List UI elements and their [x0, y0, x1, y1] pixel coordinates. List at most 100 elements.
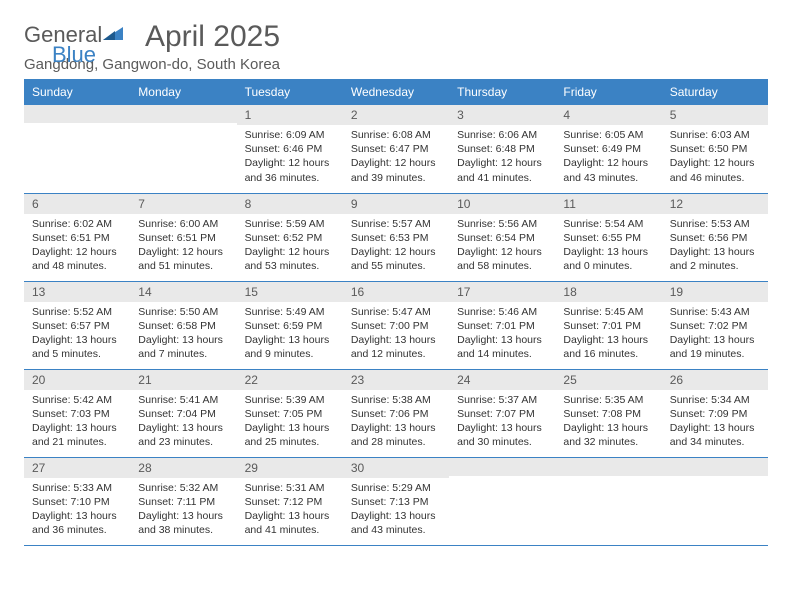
- day-content: Sunrise: 5:41 AMSunset: 7:04 PMDaylight:…: [130, 390, 236, 456]
- day-number: [24, 105, 130, 123]
- daylight-text: Daylight: 12 hours and 39 minutes.: [351, 156, 441, 184]
- calendar-day-cell: 21Sunrise: 5:41 AMSunset: 7:04 PMDayligh…: [130, 369, 236, 457]
- calendar-day-cell: 15Sunrise: 5:49 AMSunset: 6:59 PMDayligh…: [237, 281, 343, 369]
- daylight-text: Daylight: 12 hours and 58 minutes.: [457, 245, 547, 273]
- sunset-text: Sunset: 6:51 PM: [32, 231, 122, 245]
- day-content: Sunrise: 5:49 AMSunset: 6:59 PMDaylight:…: [237, 302, 343, 368]
- day-number: 15: [237, 282, 343, 302]
- day-content: Sunrise: 5:33 AMSunset: 7:10 PMDaylight:…: [24, 478, 130, 544]
- day-content: Sunrise: 6:08 AMSunset: 6:47 PMDaylight:…: [343, 125, 449, 191]
- daylight-text: Daylight: 12 hours and 43 minutes.: [563, 156, 653, 184]
- day-number: [662, 458, 768, 476]
- calendar-week-row: 6Sunrise: 6:02 AMSunset: 6:51 PMDaylight…: [24, 193, 768, 281]
- sunset-text: Sunset: 6:48 PM: [457, 142, 547, 156]
- daylight-text: Daylight: 13 hours and 28 minutes.: [351, 421, 441, 449]
- sunrise-text: Sunrise: 6:05 AM: [563, 128, 653, 142]
- sunset-text: Sunset: 7:12 PM: [245, 495, 335, 509]
- calendar-day-cell: [662, 457, 768, 545]
- calendar-day-cell: 9Sunrise: 5:57 AMSunset: 6:53 PMDaylight…: [343, 193, 449, 281]
- daylight-text: Daylight: 13 hours and 12 minutes.: [351, 333, 441, 361]
- calendar-day-cell: 19Sunrise: 5:43 AMSunset: 7:02 PMDayligh…: [662, 281, 768, 369]
- sunrise-text: Sunrise: 6:03 AM: [670, 128, 760, 142]
- daylight-text: Daylight: 13 hours and 36 minutes.: [32, 509, 122, 537]
- sunset-text: Sunset: 6:53 PM: [351, 231, 441, 245]
- daylight-text: Daylight: 13 hours and 32 minutes.: [563, 421, 653, 449]
- daylight-text: Daylight: 13 hours and 23 minutes.: [138, 421, 228, 449]
- calendar-day-cell: 10Sunrise: 5:56 AMSunset: 6:54 PMDayligh…: [449, 193, 555, 281]
- sunset-text: Sunset: 6:51 PM: [138, 231, 228, 245]
- calendar-day-cell: 4 Sunrise: 6:05 AMSunset: 6:49 PMDaylight…: [555, 105, 661, 193]
- sunrise-text: Sunrise: 5:50 AM: [138, 305, 228, 319]
- logo-text-blue: Blue: [52, 42, 123, 68]
- day-content: [24, 123, 130, 132]
- daylight-text: Daylight: 12 hours and 55 minutes.: [351, 245, 441, 273]
- sunrise-text: Sunrise: 5:33 AM: [32, 481, 122, 495]
- day-content: Sunrise: 5:52 AMSunset: 6:57 PMDaylight:…: [24, 302, 130, 368]
- daylight-text: Daylight: 13 hours and 21 minutes.: [32, 421, 122, 449]
- day-number: 16: [343, 282, 449, 302]
- day-number: 24: [449, 370, 555, 390]
- calendar-day-cell: 24Sunrise: 5:37 AMSunset: 7:07 PMDayligh…: [449, 369, 555, 457]
- day-content: Sunrise: 5:35 AMSunset: 7:08 PMDaylight:…: [555, 390, 661, 456]
- day-header: Wednesday: [343, 79, 449, 105]
- sunset-text: Sunset: 7:07 PM: [457, 407, 547, 421]
- day-number: 19: [662, 282, 768, 302]
- day-number: 13: [24, 282, 130, 302]
- day-number: 18: [555, 282, 661, 302]
- sunset-text: Sunset: 6:57 PM: [32, 319, 122, 333]
- calendar-day-cell: 2Sunrise: 6:08 AMSunset: 6:47 PMDaylight…: [343, 105, 449, 193]
- sunrise-text: Sunrise: 5:39 AM: [245, 393, 335, 407]
- day-content: Sunrise: 6:09 AMSunset: 6:46 PMDaylight:…: [237, 125, 343, 191]
- calendar-table: Sunday Monday Tuesday Wednesday Thursday…: [24, 79, 768, 546]
- sunset-text: Sunset: 7:04 PM: [138, 407, 228, 421]
- daylight-text: Daylight: 13 hours and 34 minutes.: [670, 421, 760, 449]
- calendar-day-cell: 17Sunrise: 5:46 AMSunset: 7:01 PMDayligh…: [449, 281, 555, 369]
- sunrise-text: Sunrise: 6:08 AM: [351, 128, 441, 142]
- calendar-week-row: 13Sunrise: 5:52 AMSunset: 6:57 PMDayligh…: [24, 281, 768, 369]
- day-content: Sunrise: 5:54 AMSunset: 6:55 PMDaylight:…: [555, 214, 661, 280]
- sunrise-text: Sunrise: 5:34 AM: [670, 393, 760, 407]
- day-content: Sunrise: 5:47 AMSunset: 7:00 PMDaylight:…: [343, 302, 449, 368]
- sunrise-text: Sunrise: 6:00 AM: [138, 217, 228, 231]
- calendar-day-cell: 27Sunrise: 5:33 AMSunset: 7:10 PMDayligh…: [24, 457, 130, 545]
- day-header: Saturday: [662, 79, 768, 105]
- day-content: Sunrise: 5:37 AMSunset: 7:07 PMDaylight:…: [449, 390, 555, 456]
- sunrise-text: Sunrise: 5:56 AM: [457, 217, 547, 231]
- sunset-text: Sunset: 6:47 PM: [351, 142, 441, 156]
- day-number: 22: [237, 370, 343, 390]
- calendar-day-cell: 7Sunrise: 6:00 AMSunset: 6:51 PMDaylight…: [130, 193, 236, 281]
- sunrise-text: Sunrise: 5:29 AM: [351, 481, 441, 495]
- day-header-row: Sunday Monday Tuesday Wednesday Thursday…: [24, 79, 768, 105]
- calendar-day-cell: 5Sunrise: 6:03 AMSunset: 6:50 PMDaylight…: [662, 105, 768, 193]
- calendar-day-cell: 23Sunrise: 5:38 AMSunset: 7:06 PMDayligh…: [343, 369, 449, 457]
- sunset-text: Sunset: 6:56 PM: [670, 231, 760, 245]
- sunset-text: Sunset: 7:05 PM: [245, 407, 335, 421]
- day-content: [662, 476, 768, 485]
- day-number: 11: [555, 194, 661, 214]
- day-content: Sunrise: 5:53 AMSunset: 6:56 PMDaylight:…: [662, 214, 768, 280]
- calendar-day-cell: 18Sunrise: 5:45 AMSunset: 7:01 PMDayligh…: [555, 281, 661, 369]
- day-number: 4: [555, 105, 661, 125]
- calendar-day-cell: 11Sunrise: 5:54 AMSunset: 6:55 PMDayligh…: [555, 193, 661, 281]
- sunset-text: Sunset: 7:09 PM: [670, 407, 760, 421]
- day-header: Thursday: [449, 79, 555, 105]
- calendar-day-cell: 14Sunrise: 5:50 AMSunset: 6:58 PMDayligh…: [130, 281, 236, 369]
- daylight-text: Daylight: 13 hours and 16 minutes.: [563, 333, 653, 361]
- daylight-text: Daylight: 12 hours and 41 minutes.: [457, 156, 547, 184]
- calendar-day-cell: 16Sunrise: 5:47 AMSunset: 7:00 PMDayligh…: [343, 281, 449, 369]
- daylight-text: Daylight: 13 hours and 38 minutes.: [138, 509, 228, 537]
- sunrise-text: Sunrise: 5:59 AM: [245, 217, 335, 231]
- day-content: Sunrise: 5:57 AMSunset: 6:53 PMDaylight:…: [343, 214, 449, 280]
- calendar-day-cell: 12Sunrise: 5:53 AMSunset: 6:56 PMDayligh…: [662, 193, 768, 281]
- day-number: 12: [662, 194, 768, 214]
- daylight-text: Daylight: 13 hours and 14 minutes.: [457, 333, 547, 361]
- daylight-text: Daylight: 13 hours and 9 minutes.: [245, 333, 335, 361]
- sunset-text: Sunset: 6:46 PM: [245, 142, 335, 156]
- day-number: 1: [237, 105, 343, 125]
- sunset-text: Sunset: 6:49 PM: [563, 142, 653, 156]
- day-content: Sunrise: 5:38 AMSunset: 7:06 PMDaylight:…: [343, 390, 449, 456]
- calendar-page: April 2025 Gangdong, Gangwon-do, South K…: [0, 0, 792, 566]
- sunset-text: Sunset: 6:52 PM: [245, 231, 335, 245]
- calendar-week-row: 1Sunrise: 6:09 AMSunset: 6:46 PMDaylight…: [24, 105, 768, 193]
- day-number: [449, 458, 555, 476]
